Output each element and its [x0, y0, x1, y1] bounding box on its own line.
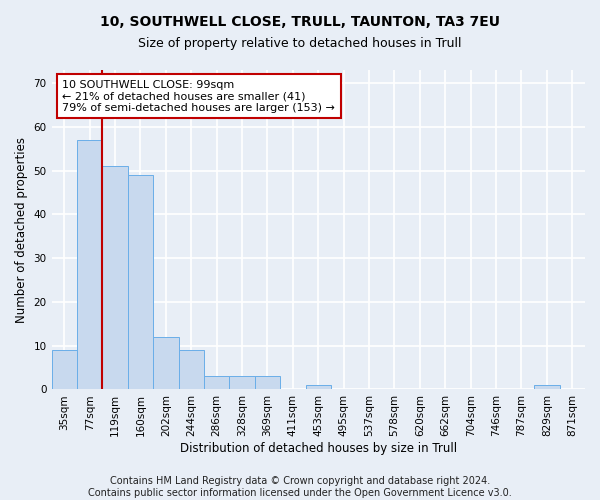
- Bar: [204, 376, 229, 390]
- Y-axis label: Number of detached properties: Number of detached properties: [15, 136, 28, 322]
- Bar: [52, 350, 77, 390]
- Text: Size of property relative to detached houses in Trull: Size of property relative to detached ho…: [138, 38, 462, 51]
- Text: 10 SOUTHWELL CLOSE: 99sqm
← 21% of detached houses are smaller (41)
79% of semi-: 10 SOUTHWELL CLOSE: 99sqm ← 21% of detac…: [62, 80, 335, 113]
- Bar: [128, 175, 153, 390]
- Bar: [103, 166, 128, 390]
- Bar: [534, 385, 560, 390]
- Text: Contains HM Land Registry data © Crown copyright and database right 2024.
Contai: Contains HM Land Registry data © Crown c…: [88, 476, 512, 498]
- Text: 10, SOUTHWELL CLOSE, TRULL, TAUNTON, TA3 7EU: 10, SOUTHWELL CLOSE, TRULL, TAUNTON, TA3…: [100, 15, 500, 29]
- X-axis label: Distribution of detached houses by size in Trull: Distribution of detached houses by size …: [180, 442, 457, 455]
- Bar: [153, 337, 179, 390]
- Bar: [255, 376, 280, 390]
- Bar: [305, 385, 331, 390]
- Bar: [77, 140, 103, 390]
- Bar: [179, 350, 204, 390]
- Bar: [229, 376, 255, 390]
